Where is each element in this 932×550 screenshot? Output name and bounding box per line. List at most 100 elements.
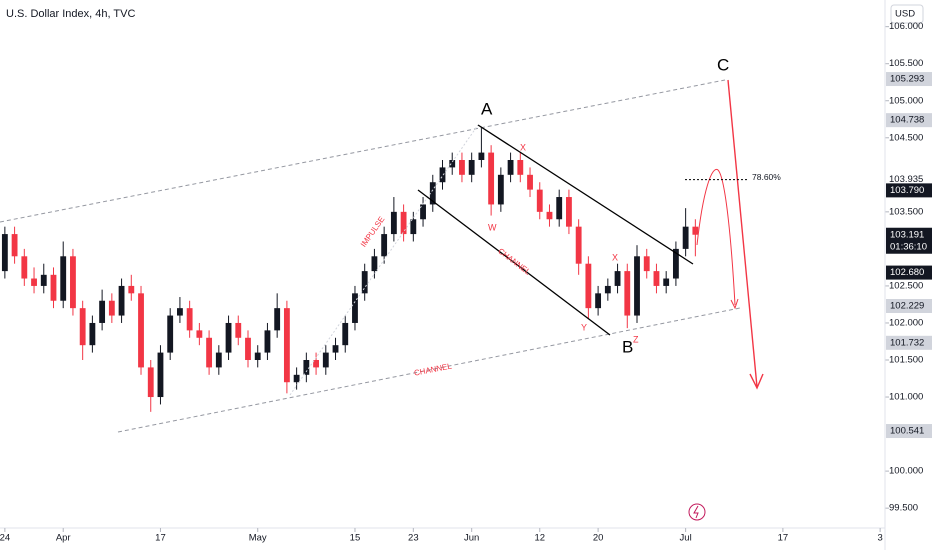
candle-body <box>390 211 397 235</box>
candle-body <box>536 189 543 212</box>
price-label-box <box>886 265 932 280</box>
replay-icon[interactable] <box>688 503 706 521</box>
price-label-box <box>886 72 932 87</box>
fib-text: 78.60% <box>752 172 781 182</box>
y-tick-label: 101.000 <box>889 392 923 403</box>
candle-body <box>342 322 349 346</box>
price-label: 103.790 <box>890 185 924 196</box>
candle-body <box>439 167 446 183</box>
candle-body <box>361 271 368 294</box>
currency[interactable]: USD <box>895 9 915 20</box>
wave-label: W <box>488 222 497 232</box>
candle-body <box>575 226 582 264</box>
candle-body <box>186 308 193 331</box>
price-label: 101.732 <box>890 337 924 348</box>
price-label-box <box>886 335 932 350</box>
candle-body <box>99 300 106 323</box>
icon-bolt[interactable] <box>693 505 699 519</box>
candle-body <box>245 337 251 360</box>
y-tick-label: 103.500 <box>889 206 923 217</box>
arrow-head <box>730 298 739 310</box>
y-tick-label: 102.000 <box>889 317 923 328</box>
candle-body <box>410 219 417 235</box>
fib-price: 103.935 <box>889 174 923 185</box>
candle-body <box>215 352 222 368</box>
currency-button[interactable] <box>890 4 924 24</box>
candle-body <box>118 285 125 316</box>
projection-arc <box>696 168 736 306</box>
candle-body <box>400 211 407 235</box>
candle-body <box>634 256 640 316</box>
y-tick-label: 100.000 <box>889 466 923 477</box>
candle-body <box>177 308 183 316</box>
candle-body <box>60 256 67 301</box>
y-tick-label: 105.000 <box>889 95 923 106</box>
candle-body <box>507 160 514 175</box>
drawings <box>0 79 764 433</box>
x-tick-label: 23 <box>408 533 419 544</box>
candle-body <box>283 308 290 383</box>
candle-body <box>40 274 47 286</box>
candle-body <box>235 322 242 338</box>
candle-body <box>604 285 611 294</box>
icon-circle[interactable] <box>688 503 706 521</box>
price-label: 100.541 <box>890 426 924 437</box>
candle-body <box>672 248 679 279</box>
price-label: 105.293 <box>890 74 924 85</box>
candle-body <box>663 278 670 286</box>
candle-body <box>293 374 300 383</box>
y-tick-label: 101.500 <box>889 355 923 366</box>
candle-body <box>352 293 358 323</box>
x-tick-label: May <box>249 533 267 544</box>
y-tick-label: 104.500 <box>889 132 923 143</box>
x-tick-label: 24 <box>0 533 10 544</box>
candle-body <box>138 293 144 368</box>
price-label: 103.191 <box>890 229 924 240</box>
wave-label: Z <box>633 334 639 344</box>
candle-body <box>488 152 495 205</box>
candle-body <box>653 271 660 286</box>
candle-body <box>624 271 631 316</box>
y-tick-label: 105.500 <box>889 58 923 69</box>
candle-body <box>70 256 76 309</box>
candle-body <box>128 285 135 294</box>
candle-body <box>478 152 485 160</box>
candle-body <box>31 278 37 286</box>
wave-label: X <box>520 142 526 152</box>
price-label-box <box>886 299 932 313</box>
x-tick-label: 20 <box>593 533 604 544</box>
candles <box>1 126 699 412</box>
x-tick-label: Jul <box>680 533 692 544</box>
candle-body <box>157 352 164 398</box>
channel-label: CHANNEL <box>413 361 453 377</box>
candle-body <box>264 330 271 353</box>
candle-body <box>147 367 154 398</box>
countdown: 01:36:10 <box>890 241 927 252</box>
candle-body <box>89 322 96 346</box>
candle-body <box>682 226 689 249</box>
candle-body <box>1 234 8 272</box>
projection-line <box>727 79 758 388</box>
y-tick-label: 102.500 <box>889 280 923 291</box>
candle-body <box>429 182 436 205</box>
channel-line <box>417 189 611 336</box>
candle-body <box>322 352 329 368</box>
candle-body <box>468 160 475 175</box>
x-tick-label: 17 <box>155 533 166 544</box>
wave-label: X <box>612 252 618 262</box>
x-tick-label: 3 <box>877 533 882 544</box>
wave-label: C <box>717 55 729 74</box>
price-label-box <box>886 113 932 128</box>
candle-body <box>614 271 621 286</box>
candle-body <box>79 308 86 346</box>
candle-body <box>566 197 572 227</box>
impulse-line <box>289 124 479 396</box>
candle-body <box>332 345 339 353</box>
channel-label: CHANNEL <box>496 247 532 278</box>
candle-body <box>595 293 602 309</box>
price-label-box <box>886 227 932 254</box>
candle-body <box>274 308 281 331</box>
x-tick-label: Apr <box>56 533 71 544</box>
